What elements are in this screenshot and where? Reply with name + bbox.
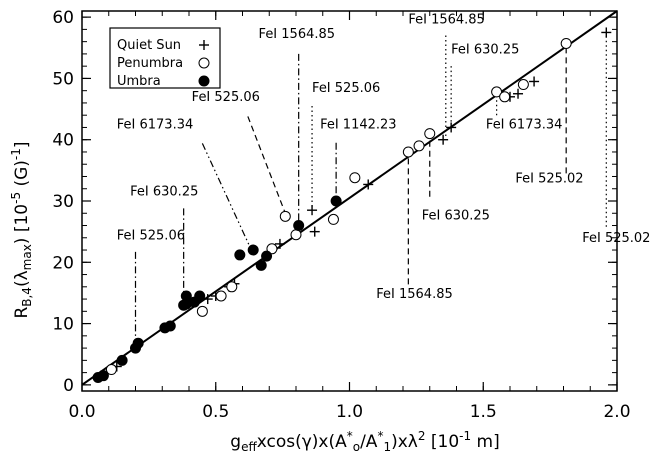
quiet-sun-point (309, 226, 320, 237)
penumbra-point (402, 146, 414, 158)
legend-marker (198, 57, 210, 69)
penumbra-point (491, 86, 503, 98)
x-tick-label: 1.0 (336, 402, 363, 422)
penumbra-point (560, 37, 572, 49)
x-tick-label: 1.5 (470, 402, 497, 422)
quiet-sun-point (363, 179, 374, 190)
legend-marker (199, 40, 209, 50)
umbra-point (164, 320, 176, 332)
quiet-sun-point (202, 294, 213, 305)
legend-marker (198, 75, 210, 87)
y-tick-label: 10 (52, 315, 74, 335)
annotation-label: FeI 525.06 (192, 90, 260, 105)
y-axis-title: RB,4(λmax) [10-5 (G)-1] (9, 141, 34, 318)
annotation-label: FeI 630.25 (422, 208, 490, 223)
y-tick-label: 0 (63, 376, 74, 396)
quiet-sun-point (438, 134, 449, 145)
x-axis-title: geffxcos(γ)x(A*o/A*1)xλ2 [10-1 m] (230, 429, 499, 454)
quiet-sun-point (529, 76, 540, 87)
quiet-sun-point (446, 122, 457, 133)
y-tick-label: 50 (52, 69, 74, 89)
penumbra-point (279, 210, 291, 222)
annotation-label: FeI 1564.85 (376, 287, 453, 302)
penumbra-point (349, 172, 361, 184)
penumbra-point (413, 140, 425, 152)
plot-area: FeI 525.06 FeI 630.25 FeI 6173.34 FeI 525.0… (81, 10, 650, 386)
annotation-label: FeI 6173.34 (117, 118, 193, 133)
quiet-sun-point (274, 238, 285, 249)
annotation-label: FeI 630.25 (451, 42, 519, 57)
y-tick-label: 60 (52, 8, 74, 28)
annotation-label: FeI 6173.34 (486, 118, 563, 133)
x-tick-label: 0.5 (202, 402, 229, 422)
umbra-point (330, 195, 342, 207)
annotation-label: FeI 525.02 (515, 172, 583, 187)
legend-label: Umbra (117, 74, 161, 89)
penumbra-point (499, 91, 511, 103)
legend-label: Penumbra (117, 56, 183, 71)
penumbra-point (215, 290, 227, 302)
penumbra-point (290, 229, 302, 241)
penumbra-point (226, 281, 238, 293)
legend: Quiet Sun Penumbra Umbra (109, 27, 221, 89)
y-tick-label: 40 (52, 131, 74, 151)
legend-label: Quiet Sun (117, 38, 181, 53)
penumbra-point (105, 364, 117, 376)
quiet-sun-point (513, 88, 524, 99)
x-tick-label: 0.0 (68, 402, 95, 422)
annotation-label: FeI 1564.85 (408, 12, 485, 27)
annotation-label: FeI 525.06 (117, 229, 185, 244)
umbra-point (234, 249, 246, 261)
quiet-sun-point (601, 27, 612, 38)
umbra-point (194, 290, 206, 302)
umbra-point (116, 354, 128, 366)
penumbra-point (517, 79, 529, 91)
annotation-leader-line (201, 143, 252, 249)
umbra-point (261, 250, 273, 262)
penumbra-point (196, 305, 208, 317)
penumbra-point (424, 128, 436, 140)
annotation-label: FeI 1142.23 (320, 118, 397, 133)
annotation-label: FeI 525.06 (312, 81, 380, 96)
penumbra-point (266, 243, 278, 255)
quiet-sun-point (307, 205, 318, 216)
umbra-point (293, 220, 305, 232)
x-tick-label: 2.0 (603, 402, 630, 422)
umbra-point (97, 370, 109, 382)
penumbra-point (327, 213, 339, 225)
annotation-leader-line (247, 116, 286, 214)
annotation-label: FeI 1564.85 (259, 27, 336, 42)
umbra-point (255, 259, 267, 271)
y-tick-label: 30 (52, 192, 74, 212)
axis-ticks: 0.0 0.5 1.0 1.5 2.0 0 10 20 30 40 50 60 (52, 8, 630, 422)
y-tick-label: 20 (52, 253, 74, 273)
umbra-point (247, 244, 259, 256)
annotation-label: FeI 630.25 (130, 184, 198, 199)
umbra-point (132, 337, 144, 349)
